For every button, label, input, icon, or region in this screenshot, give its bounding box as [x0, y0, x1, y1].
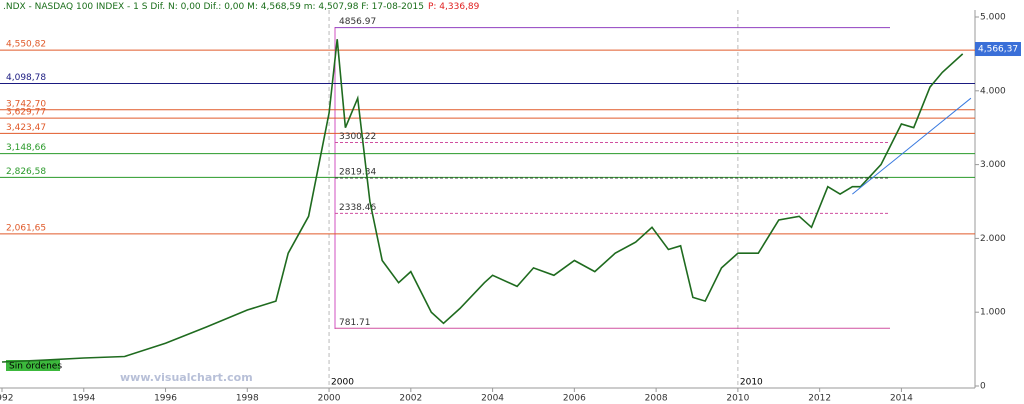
- x-tick-label: 2010: [726, 394, 749, 404]
- y-tick-label: 1.000: [980, 308, 1006, 318]
- level-label: 3,629,77: [6, 108, 46, 118]
- x-tick-label: 1996: [154, 394, 177, 404]
- x-tick-label: 2004: [481, 394, 504, 404]
- price-line: [1, 39, 964, 363]
- fib-label: 3300.22: [339, 132, 376, 142]
- header: .NDX - NASDAQ 100 INDEX - 1 S Dif. N: 0,…: [3, 2, 480, 12]
- last-price-label: 4,566,37: [978, 45, 1018, 55]
- x-tick-label: 2012: [808, 394, 831, 404]
- x-tick-label: 2006: [563, 394, 586, 404]
- orders-box: [6, 360, 60, 371]
- level-label: 4,098,78: [6, 73, 46, 83]
- y-tick-label: 2.000: [980, 234, 1006, 244]
- y-tick-label: 4.000: [980, 86, 1006, 96]
- x-tick-label: 2000: [318, 394, 341, 404]
- level-label: 2,061,65: [6, 223, 46, 233]
- x-tick-label: 2002: [399, 394, 422, 404]
- level-label: 3,423,47: [6, 123, 46, 133]
- trendline: [852, 97, 972, 195]
- x-tick-label: 1998: [236, 394, 259, 404]
- fib-label: 2338.46: [339, 203, 376, 213]
- header-part: P: 4,336,89: [428, 2, 480, 12]
- level-label: 4,550,82: [6, 40, 46, 50]
- watermark: www.visualchart.com: [120, 371, 253, 384]
- fib-label: 4856.97: [339, 17, 376, 27]
- level-label: 3,148,66: [6, 143, 46, 153]
- header-part: .NDX - NASDAQ 100 INDEX - 1 S Dif. N: 0,…: [3, 2, 424, 12]
- era-label: 2000: [331, 378, 354, 388]
- y-tick-label: 5.000: [980, 13, 1006, 23]
- last-price-box: [975, 42, 1021, 57]
- level-label: 2,826,58: [6, 167, 46, 177]
- x-tick-label: 2014: [890, 394, 913, 404]
- era-label: 2010: [740, 378, 763, 388]
- level-label: 3,742,70: [6, 99, 46, 109]
- x-tick-label: 2008: [645, 394, 668, 404]
- fib-label: 2819.34: [339, 167, 376, 177]
- y-tick-label: 0: [980, 382, 986, 392]
- x-tick-label: 1994: [72, 394, 95, 404]
- x-tick-label: 1992: [0, 394, 13, 404]
- fib-label: 781.71: [339, 318, 371, 328]
- y-tick-label: 3.000: [980, 160, 1006, 170]
- orders-label: Sin órdenes: [9, 361, 62, 372]
